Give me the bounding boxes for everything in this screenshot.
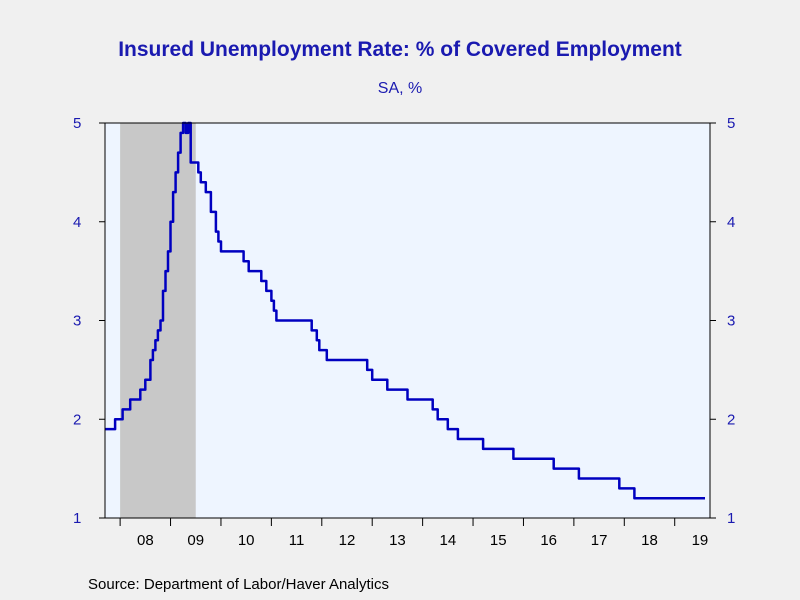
x-tick-label: 11 (289, 532, 305, 549)
series-line (105, 121, 705, 500)
y-tick-label-right: 3 (727, 313, 735, 330)
x-tick-label: 12 (339, 532, 356, 549)
y-tick-label-left: 3 (73, 313, 81, 330)
y-tick-label-left: 5 (73, 115, 81, 132)
y-tick-label-right: 5 (727, 115, 735, 132)
x-tick-label: 19 (692, 532, 709, 549)
recession-shade (120, 123, 196, 518)
x-tick-label: 17 (591, 532, 608, 549)
axis-ticks: 1 12 23 34 45 508 09 10 11 12 13 14 15 16 17 18 19 (73, 115, 735, 549)
y-tick-label-right: 4 (727, 214, 735, 231)
x-tick-label: 15 (490, 532, 507, 549)
x-tick-label: 16 (540, 532, 557, 549)
x-tick-label: 08 (137, 532, 154, 549)
x-tick-label: 09 (187, 532, 204, 549)
plot-frame (104, 122, 711, 519)
y-tick-label-left: 2 (73, 411, 81, 428)
x-tick-label: 10 (238, 532, 255, 549)
x-tick-label: 13 (389, 532, 406, 549)
source-note: Source: Department of Labor/Haver Analyt… (88, 576, 389, 593)
y-tick-label-right: 2 (727, 411, 735, 428)
chart-subtitle: SA, % (377, 80, 423, 97)
y-tick-label-left: 1 (73, 510, 81, 527)
y-tick-label-left: 4 (73, 214, 81, 231)
x-tick-label: 18 (641, 532, 658, 549)
chart-title: Insured Unemployment Rate: % of Covered … (118, 38, 682, 61)
y-tick-label-right: 1 (727, 510, 735, 527)
x-tick-label: 14 (439, 532, 456, 549)
